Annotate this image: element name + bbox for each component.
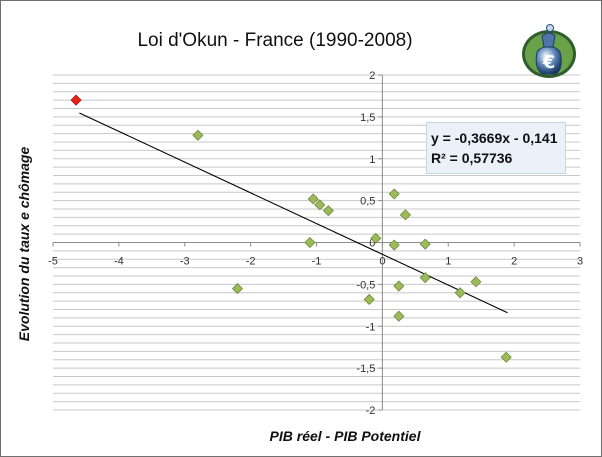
data-point bbox=[388, 188, 400, 200]
regression-equation-box: y = -0,3669x - 0,141 R² = 0,57736 bbox=[426, 122, 566, 174]
data-point bbox=[454, 287, 466, 299]
data-point bbox=[192, 129, 204, 141]
r-squared-value: R² = 0,57736 bbox=[431, 150, 513, 166]
x-axis-label: PIB réel - PIB Potentiel bbox=[269, 428, 421, 444]
y-tick-label: 2 bbox=[369, 70, 375, 82]
data-point bbox=[500, 351, 512, 363]
data-point bbox=[304, 236, 316, 249]
highlighted-data-point bbox=[70, 94, 82, 106]
x-tick-label: -4 bbox=[114, 256, 124, 268]
x-tick-label: 2 bbox=[511, 256, 517, 268]
y-tick-label: -1 bbox=[366, 321, 376, 333]
y-tick-label: -2 bbox=[366, 405, 376, 417]
y-tick-label: -0,5 bbox=[356, 279, 375, 291]
data-point bbox=[363, 293, 375, 306]
regression-equation: y = -0,3669x - 0,141 bbox=[431, 130, 558, 146]
x-tick-label: -5 bbox=[48, 256, 58, 268]
y-tick-label: -1,5 bbox=[356, 363, 375, 375]
y-tick-label: 1 bbox=[369, 154, 375, 166]
data-point bbox=[419, 238, 431, 250]
x-tick-label: -2 bbox=[246, 256, 256, 268]
y-axis-label: Evolution du taux e chômage bbox=[16, 146, 32, 342]
x-tick-label: -1 bbox=[312, 256, 322, 268]
y-tick-label: 0 bbox=[369, 238, 375, 250]
chart-title: Loi d'Okun - France (1990-2008) bbox=[137, 30, 413, 51]
y-tick-label: 0,5 bbox=[360, 196, 375, 208]
data-point bbox=[393, 280, 405, 292]
data-point bbox=[419, 272, 431, 284]
data-point bbox=[388, 239, 400, 251]
data-point bbox=[393, 310, 405, 322]
data-point bbox=[470, 276, 482, 288]
data-point bbox=[307, 193, 319, 205]
x-tick-label: -3 bbox=[180, 256, 190, 268]
y-tick-label: 1,5 bbox=[360, 112, 375, 124]
data-point bbox=[370, 232, 382, 244]
euro-bag-logo-icon: € bbox=[522, 24, 576, 78]
data-point bbox=[231, 282, 244, 295]
data-point bbox=[322, 205, 334, 217]
data-point bbox=[399, 209, 411, 221]
svg-text:€: € bbox=[542, 52, 556, 73]
x-tick-label: 1 bbox=[445, 256, 451, 268]
x-tick-label: 0 bbox=[379, 256, 385, 268]
data-point bbox=[314, 199, 326, 211]
trendline bbox=[79, 112, 508, 314]
x-tick-label: 3 bbox=[577, 256, 583, 268]
